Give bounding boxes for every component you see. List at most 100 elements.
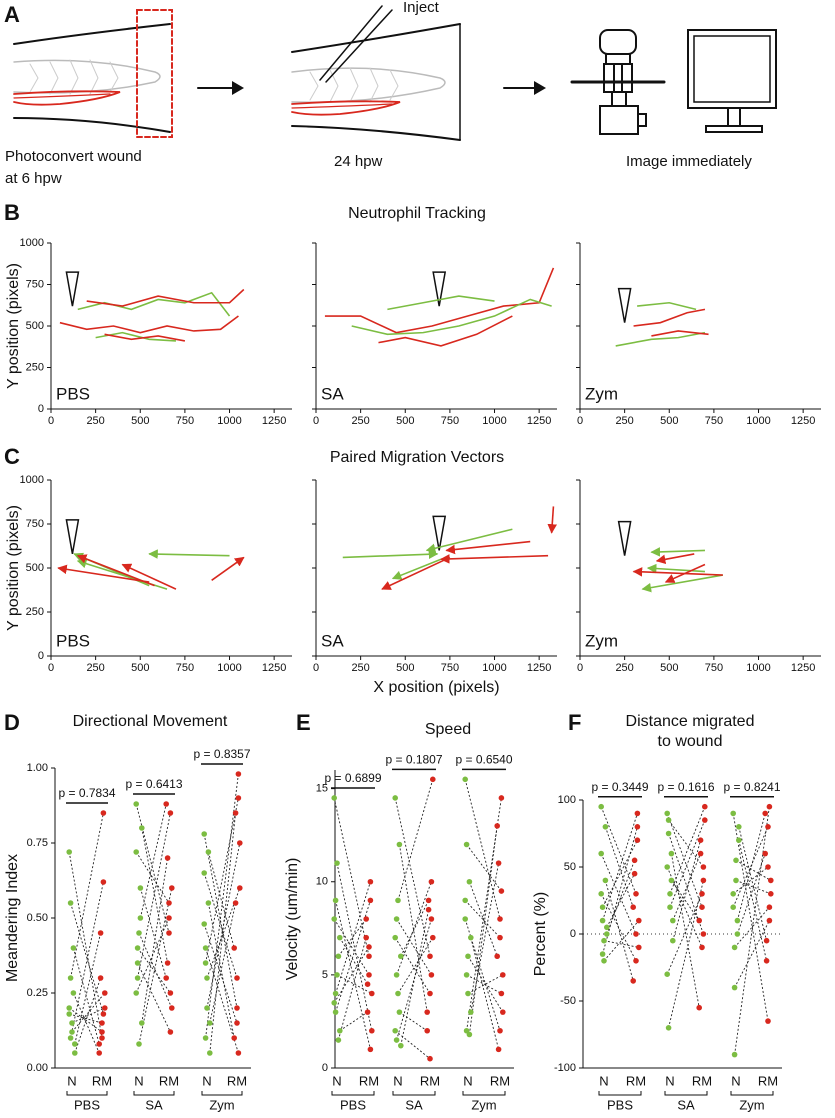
x-tick-label: N [134, 1073, 143, 1088]
y-tick-label: 1000 [20, 474, 44, 486]
schematic-label: Inject [403, 0, 440, 16]
rm-point [497, 916, 503, 922]
rm-point [167, 1029, 174, 1035]
y-tick-label: 0 [38, 650, 44, 662]
rm-point [367, 897, 374, 904]
pair-line [137, 812, 171, 979]
x-tick-label: 500 [660, 662, 678, 674]
pair-line [135, 851, 170, 904]
y-tick-label: 0.00 [27, 1062, 48, 1074]
rm-point [99, 1029, 105, 1035]
vector-arrow [641, 574, 723, 593]
rm-point [231, 1035, 237, 1041]
rm-point [631, 870, 638, 877]
rm-point [97, 975, 104, 981]
n-point [599, 951, 606, 957]
pair-line [205, 797, 239, 964]
n-point [731, 1051, 738, 1058]
rm-point [169, 1005, 175, 1011]
x-tick-label: 250 [86, 662, 104, 674]
x-tick-label: N [67, 1073, 76, 1088]
rm-point [234, 1005, 240, 1011]
wound-marker [65, 271, 80, 307]
rm-point [97, 930, 104, 936]
pair-line [669, 806, 706, 894]
rm-point [427, 990, 433, 997]
y-tick-label: 0.75 [27, 837, 48, 849]
pair-line [206, 842, 241, 1009]
pair-line [738, 840, 768, 961]
plot-label: PBS [56, 384, 90, 403]
n-point [335, 1037, 342, 1043]
p-value: p = 0.8357 [193, 747, 250, 761]
x-tick-label: 1000 [746, 662, 770, 674]
pair-line [603, 940, 639, 948]
x-tick-label: 0 [313, 662, 319, 674]
pair-line [464, 918, 501, 1031]
pair-line [464, 779, 501, 920]
rm-point [633, 931, 639, 937]
rm-point [633, 891, 639, 897]
n-point [205, 849, 212, 855]
rm-point [364, 1009, 371, 1015]
n-point [395, 897, 401, 904]
y-axis-label: Y position (pixels) [5, 505, 22, 631]
rm-point [163, 801, 169, 807]
n-point [462, 916, 469, 922]
pair-line [735, 859, 772, 881]
x-tick-label: N [332, 1073, 341, 1088]
pair-line [209, 902, 237, 1024]
group-label: Zym [471, 1097, 496, 1112]
rm-point [498, 795, 505, 801]
pair-line [668, 880, 704, 1028]
pair-line [400, 909, 430, 1046]
y-tick-label: 50 [564, 861, 576, 873]
x-tick-label: 1000 [482, 662, 506, 674]
x-tick-label: 250 [86, 415, 104, 427]
n-point [393, 1037, 400, 1043]
n-point [598, 803, 604, 810]
n-point [733, 857, 739, 864]
y-tick-label: 1000 [20, 237, 44, 249]
n-point [134, 945, 141, 951]
pair-line [470, 863, 500, 1013]
rm-point [495, 1046, 502, 1053]
pair-line [666, 866, 703, 948]
n-point [202, 960, 209, 966]
schematic-label: at 6 hpw [5, 170, 62, 187]
x-tick-label: 750 [176, 415, 194, 427]
x-tick-label: 0 [313, 415, 319, 427]
panel-label: E [296, 710, 311, 735]
n-point [463, 841, 470, 848]
pair-line [74, 977, 102, 1054]
pair-line [70, 902, 104, 1015]
pair-line [203, 833, 238, 1009]
pair-line [141, 857, 169, 1024]
rm-point [763, 937, 770, 944]
rm-point [630, 904, 636, 910]
rm-point [495, 860, 502, 866]
x-tick-label: 0 [577, 415, 583, 427]
y-tick-label: -100 [554, 1062, 576, 1074]
rm-point [164, 855, 171, 861]
p-value: p = 0.3449 [591, 780, 648, 794]
x-tick-label: 1250 [262, 415, 286, 427]
n-point [602, 877, 609, 884]
n-point [667, 891, 673, 897]
plot-label: PBS [56, 631, 90, 650]
rm-point [167, 810, 174, 816]
n-point [736, 837, 742, 843]
n-point [335, 953, 342, 960]
rm-point [762, 850, 768, 857]
pair-line [397, 779, 434, 901]
rm-point [234, 975, 240, 981]
pair-line [602, 813, 638, 921]
n-point [202, 1035, 209, 1041]
x-tick-label: 500 [131, 415, 149, 427]
pair-line [394, 937, 431, 994]
x-tick-label: 500 [660, 415, 678, 427]
pair-line [397, 937, 434, 994]
group-bracket [66, 1091, 108, 1096]
n-point [604, 924, 610, 931]
n-point [664, 810, 670, 817]
